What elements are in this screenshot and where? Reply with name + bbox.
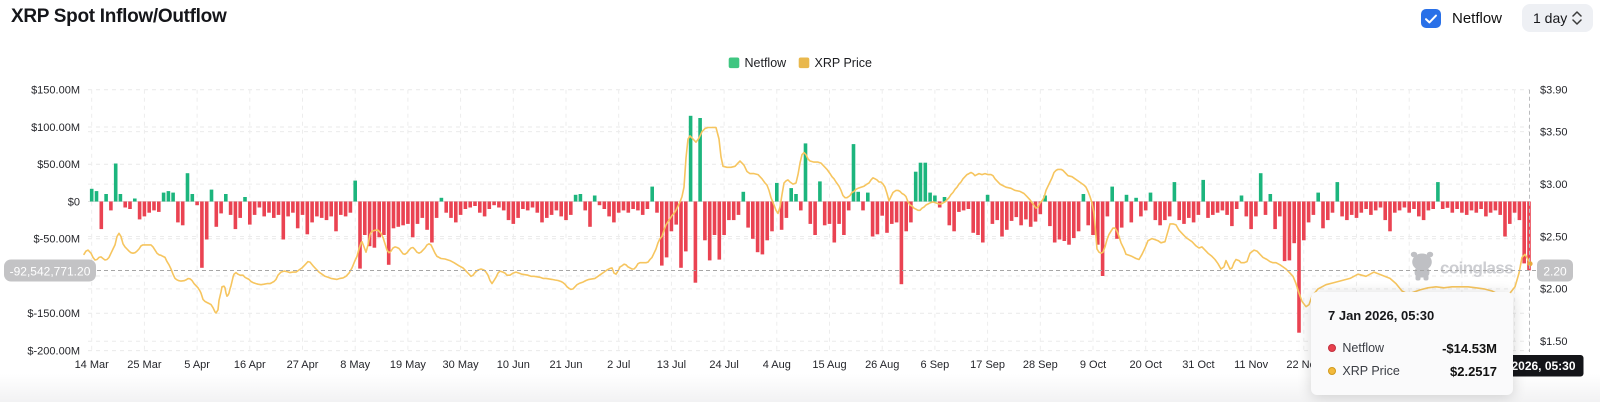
svg-text:$150.00M: $150.00M: [31, 85, 80, 97]
svg-text:20 Oct: 20 Oct: [1129, 359, 1161, 371]
svg-text:$50.00M: $50.00M: [37, 159, 80, 171]
svg-text:2.20: 2.20: [1543, 265, 1567, 279]
svg-text:$-200.00M: $-200.00M: [27, 345, 80, 357]
svg-text:25 Mar: 25 Mar: [127, 359, 162, 371]
svg-text:2 Jul: 2 Jul: [607, 359, 630, 371]
svg-text:$-150.00M: $-150.00M: [27, 308, 80, 320]
svg-text:26 Aug: 26 Aug: [865, 359, 899, 371]
svg-text:$-50.00M: $-50.00M: [34, 234, 80, 246]
svg-text:9 Oct: 9 Oct: [1080, 359, 1106, 371]
svg-text:$100.00M: $100.00M: [31, 122, 80, 134]
svg-text:coinglass: coinglass: [1440, 259, 1513, 278]
svg-text:$3.00: $3.00: [1540, 179, 1568, 191]
svg-text:13 Jul: 13 Jul: [657, 359, 686, 371]
svg-text:$3.50: $3.50: [1540, 127, 1568, 139]
svg-text:8 May: 8 May: [340, 359, 370, 371]
svg-text:$2.50: $2.50: [1540, 231, 1568, 243]
svg-text:19 May: 19 May: [390, 359, 427, 371]
svg-text:XRP Price: XRP Price: [815, 56, 872, 70]
svg-text:10 Jun: 10 Jun: [497, 359, 530, 371]
svg-text:$3.90: $3.90: [1540, 85, 1568, 97]
svg-text:$1.50: $1.50: [1540, 336, 1568, 348]
svg-text:21 Jun: 21 Jun: [549, 359, 582, 371]
svg-text:30 May: 30 May: [443, 359, 480, 371]
svg-text:27 Apr: 27 Apr: [287, 359, 319, 371]
svg-text:28 Sep: 28 Sep: [1023, 359, 1058, 371]
svg-text:6 Sep: 6 Sep: [921, 359, 950, 371]
svg-text:24 Jul: 24 Jul: [709, 359, 738, 371]
svg-text:11 Nov: 11 Nov: [1234, 359, 1269, 371]
svg-text:16 Apr: 16 Apr: [234, 359, 266, 371]
svg-text:15 Aug: 15 Aug: [812, 359, 846, 371]
svg-text:-92,542,771.20: -92,542,771.20: [10, 265, 91, 279]
svg-text:14 Mar: 14 Mar: [75, 359, 110, 371]
svg-text:4 Aug: 4 Aug: [763, 359, 791, 371]
svg-text:Netflow: Netflow: [745, 56, 788, 70]
svg-text:$2.00: $2.00: [1540, 284, 1568, 296]
svg-text:5 Apr: 5 Apr: [184, 359, 210, 371]
svg-text:17 Sep: 17 Sep: [970, 359, 1005, 371]
svg-text:$0: $0: [68, 196, 80, 208]
svg-text:31 Oct: 31 Oct: [1182, 359, 1214, 371]
